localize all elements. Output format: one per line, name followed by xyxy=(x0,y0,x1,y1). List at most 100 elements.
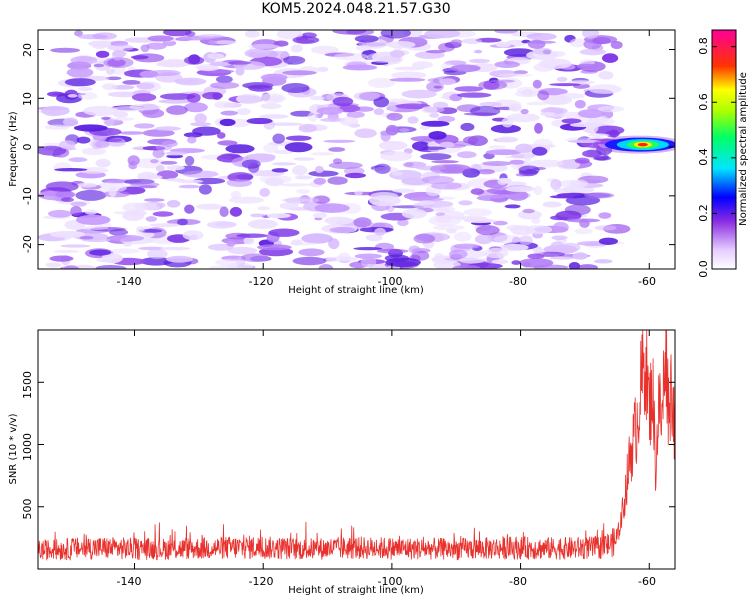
heatmap-blob xyxy=(374,227,386,236)
heatmap-blob xyxy=(401,89,437,99)
heatmap-blob xyxy=(131,93,157,102)
heatmap-blob xyxy=(139,70,159,78)
heatmap-blob xyxy=(318,264,334,269)
heatmap-blob xyxy=(515,143,533,153)
heatmap-blob xyxy=(431,160,459,164)
heatmap-blob xyxy=(432,224,466,231)
heatmap-blob xyxy=(477,169,495,175)
heatmap-blob xyxy=(159,93,196,100)
heatmap-blob xyxy=(298,248,325,257)
heatmap-blob xyxy=(468,58,491,64)
heatmap-blob xyxy=(378,140,408,151)
heatmap-blob xyxy=(45,262,62,268)
heatmap-y-tick-label: -20 xyxy=(21,235,34,253)
heatmap-blob xyxy=(79,235,94,240)
heatmap-blob xyxy=(332,30,367,35)
heatmap-blob xyxy=(216,132,226,139)
heatmap-blob xyxy=(236,93,262,105)
heatmap-x-tick-label: -120 xyxy=(249,275,274,288)
heatmap-blob xyxy=(470,188,485,195)
heatmap-blob xyxy=(333,52,369,61)
heatmap-blob xyxy=(107,44,134,52)
heatmap-blob xyxy=(327,176,348,185)
heatmap-blob xyxy=(284,196,320,204)
heatmap-blob xyxy=(552,221,569,233)
heatmap-blob xyxy=(76,136,91,144)
heatmap-blob xyxy=(533,47,552,55)
heatmap-blob xyxy=(457,151,477,159)
heatmap-blob xyxy=(236,233,269,238)
heatmap-blob xyxy=(344,172,366,179)
heatmap-blob xyxy=(178,184,201,189)
heatmap-blob xyxy=(77,92,98,100)
heatmap-blob xyxy=(509,159,525,165)
heatmap-blob xyxy=(307,111,318,122)
heatmap-blob xyxy=(527,39,546,49)
heatmap-blob xyxy=(209,61,231,67)
heatmap-blob xyxy=(140,44,150,53)
heatmap-blob xyxy=(142,232,155,238)
heatmap-blob xyxy=(597,105,625,113)
snr-series-line xyxy=(38,330,675,561)
heatmap-blob xyxy=(440,196,455,200)
heatmap-blob xyxy=(520,108,529,115)
heatmap-blob xyxy=(220,110,238,116)
heatmap-blob xyxy=(498,73,533,77)
heatmap-blob xyxy=(236,108,251,116)
snr-ticks xyxy=(38,330,675,569)
heatmap-blob xyxy=(386,112,403,121)
heatmap-blob xyxy=(594,259,613,264)
heatmap-blob xyxy=(78,86,93,92)
heatmap-blob xyxy=(263,143,279,153)
heatmap-blob xyxy=(401,208,427,219)
heatmap-blob xyxy=(587,133,610,137)
heatmap-blob xyxy=(408,245,421,254)
heatmap-blob xyxy=(78,167,109,174)
heatmap-blob xyxy=(152,148,165,159)
heatmap-blob xyxy=(463,208,492,217)
heatmap-blob xyxy=(354,190,363,196)
heatmap-blob xyxy=(328,238,340,250)
heatmap-blob xyxy=(227,174,239,181)
heatmap-blob xyxy=(244,48,269,59)
heatmap-blob xyxy=(553,188,577,194)
heatmap-blob xyxy=(354,35,379,43)
heatmap-blob xyxy=(112,50,127,58)
heatmap-blob xyxy=(424,30,461,39)
heatmap-blob xyxy=(292,36,320,44)
heatmap-blob xyxy=(407,116,419,124)
heatmap-blob xyxy=(108,186,117,198)
heatmap-blob xyxy=(491,259,509,265)
snr-y-tick-label: 1000 xyxy=(21,433,34,461)
heatmap-blob xyxy=(317,66,329,72)
heatmap-blob xyxy=(127,155,140,166)
heatmap-blob xyxy=(101,116,111,120)
heatmap-blob xyxy=(494,30,518,34)
heatmap-blob xyxy=(292,165,308,176)
heatmap-blob xyxy=(395,103,431,109)
heatmap-blob xyxy=(324,216,354,225)
heatmap-blob xyxy=(88,40,118,47)
heatmap-blob xyxy=(50,230,86,238)
heatmap-blob xyxy=(426,81,444,93)
heatmap-blob xyxy=(577,109,605,119)
heatmap-blob xyxy=(572,252,588,260)
heatmap-blob xyxy=(459,257,485,264)
heatmap-blob xyxy=(380,30,411,39)
heatmap-blob xyxy=(292,256,327,266)
heatmap-blob xyxy=(516,86,539,94)
heatmap-blob xyxy=(54,168,88,172)
heatmap-blob xyxy=(64,78,96,87)
heatmap-x-axis-label: Height of straight line (km) xyxy=(288,285,424,296)
heatmap-blob xyxy=(527,159,564,168)
heatmap-blob xyxy=(332,96,354,107)
heatmap-blob xyxy=(241,253,269,262)
heatmap-blob xyxy=(308,170,339,177)
heatmap-blob xyxy=(124,209,147,217)
heatmap-blob xyxy=(194,113,207,124)
heatmap-blob xyxy=(130,55,149,60)
heatmap-blob xyxy=(64,265,78,269)
heatmap-blob xyxy=(134,123,155,129)
heatmap-blob xyxy=(285,135,312,141)
